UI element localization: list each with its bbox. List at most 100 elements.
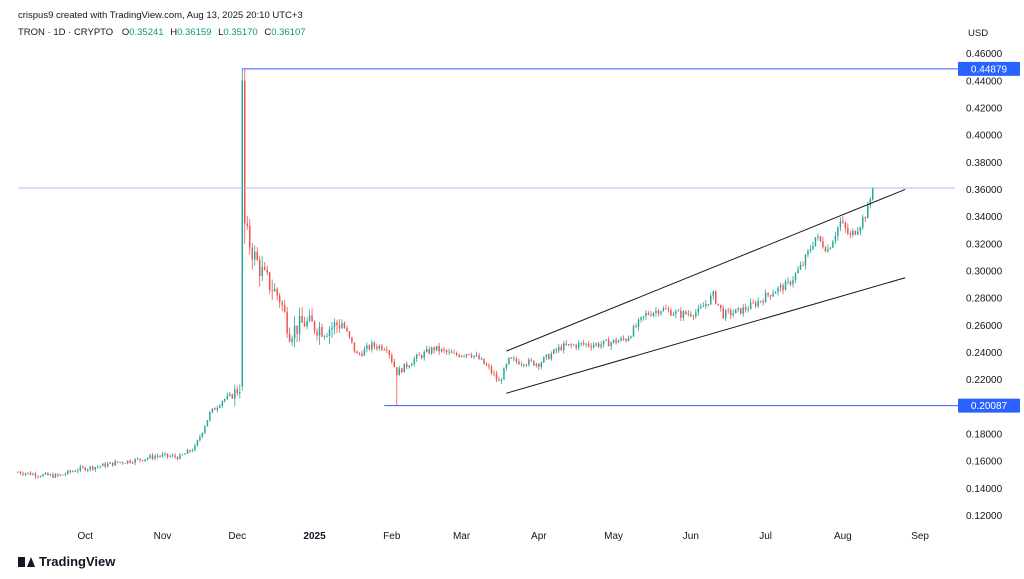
candle-body (724, 310, 727, 319)
candle-body (635, 326, 637, 327)
candle-body (680, 310, 682, 318)
candle-body (101, 463, 104, 467)
candle-body (799, 265, 802, 270)
candle-body (440, 349, 443, 352)
candle-body (642, 316, 645, 318)
candle-body (645, 312, 647, 317)
y-tick-label: 0.38000 (966, 158, 1003, 169)
candle-body (306, 320, 308, 327)
high-value: 0.36159 (177, 27, 212, 38)
candle-body (794, 273, 797, 280)
candle-body (281, 302, 283, 306)
candle-body (139, 458, 141, 460)
candle-body (258, 259, 261, 276)
candle-body (829, 247, 832, 249)
candle-body (505, 364, 508, 369)
y-tick-label: 0.36000 (966, 185, 1003, 196)
candle-body (777, 287, 779, 292)
candle-body (774, 291, 777, 294)
candle-body (331, 327, 333, 330)
candle-body (47, 473, 49, 476)
candle-body (558, 346, 560, 351)
candle-body (570, 344, 572, 346)
candle-body (764, 292, 767, 303)
candle-body (236, 389, 239, 394)
candle-body (627, 337, 630, 341)
y-tick-label: 0.40000 (966, 131, 1003, 142)
candle-body (271, 290, 273, 292)
y-tick-label: 0.14000 (966, 484, 1003, 495)
candle-body (144, 459, 146, 461)
candle-body (485, 364, 488, 366)
candle-body (291, 338, 293, 342)
x-tick-label: Jun (683, 531, 699, 542)
candle-body (677, 310, 680, 312)
candle-body (226, 395, 229, 400)
candle-body (600, 344, 602, 347)
candle-body (19, 472, 22, 474)
high-label: H (170, 27, 178, 38)
candle-body (595, 343, 597, 346)
candle-body (632, 326, 635, 337)
candle-body (707, 303, 710, 305)
candle-body (470, 354, 473, 358)
candle-body (119, 462, 121, 464)
candle-body (288, 333, 291, 342)
candle-body (867, 205, 869, 219)
candle-body (194, 445, 196, 451)
candle-body (201, 432, 204, 437)
candle-body (37, 476, 39, 478)
candle-body (792, 279, 794, 285)
candle-body (301, 315, 303, 323)
x-tick-label: Oct (78, 531, 94, 542)
candle-body (99, 466, 101, 468)
candle-body (253, 251, 256, 260)
candle-body (92, 466, 94, 470)
candle-body (174, 455, 176, 458)
candle-body (64, 473, 67, 475)
candle-body (550, 353, 553, 360)
candle-body (862, 217, 864, 228)
candle-body (77, 470, 79, 472)
candle-body (528, 359, 530, 365)
candle-body (827, 248, 829, 252)
candle-body (169, 456, 171, 457)
candle-body (757, 301, 759, 307)
candle-body (32, 473, 34, 475)
candle-body (545, 354, 548, 358)
candle-body (533, 360, 535, 366)
candle-body (24, 473, 27, 475)
y-tick-label: 0.42000 (966, 103, 1003, 114)
candle-body (563, 343, 565, 351)
candle-body (176, 457, 179, 460)
candle-body (747, 309, 749, 310)
low-label: L (218, 27, 224, 38)
candle-body (759, 300, 762, 302)
candle-body (495, 373, 498, 380)
candle-body (734, 309, 737, 314)
candle-body (406, 363, 408, 367)
candle-body (353, 342, 356, 352)
candle-body (443, 349, 445, 351)
candle-body (535, 363, 538, 366)
candle-body (480, 358, 483, 360)
candle-body (296, 325, 298, 334)
ohlc-legend: TRON · 1D · CRYPTO O0.35241 H0.36159 L0.… (18, 27, 306, 38)
candle-body (602, 340, 605, 345)
candle-body (720, 304, 722, 309)
y-tick-label: 0.28000 (966, 294, 1003, 305)
candle-body (34, 473, 37, 477)
candle-body (261, 266, 263, 276)
candle-body (488, 365, 490, 367)
candle-body (832, 241, 834, 248)
x-tick-label: Feb (383, 531, 401, 542)
candle-body (328, 329, 331, 336)
candle-body (804, 254, 807, 266)
candle-body (610, 342, 612, 347)
candle-body (231, 394, 234, 399)
y-tick-label: 0.18000 (966, 429, 1003, 440)
candle-body (687, 313, 690, 315)
tradingview-logo: TradingView (18, 554, 115, 569)
close-value: 0.36107 (271, 27, 306, 38)
